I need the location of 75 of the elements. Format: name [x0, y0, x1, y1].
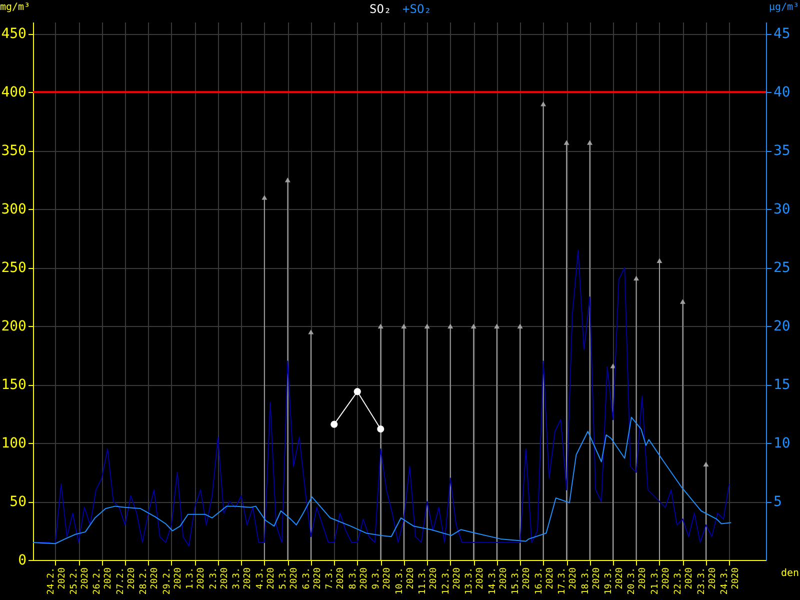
point	[703, 462, 709, 466]
point	[448, 324, 454, 328]
x-tick-label: 4.3. 2020	[255, 568, 276, 590]
x-tick-label: 24.2. 2020	[46, 568, 68, 595]
x-tick-label: 3.3. 2020	[232, 568, 254, 590]
y-tick-label: 400	[1, 84, 26, 101]
x-tick-label: 19.3. 2020	[604, 568, 626, 595]
point	[284, 178, 290, 182]
point	[634, 276, 639, 281]
x-tick-label: 29.2. 2020	[162, 568, 184, 595]
x-tick-label: 15.3. 2020	[511, 568, 532, 595]
point	[354, 388, 361, 396]
x-tick-label: 13.3. 2020	[464, 568, 486, 595]
y2-tick-label: 25	[774, 260, 790, 276]
x-tick-label: 12.3. 2020	[441, 568, 462, 595]
y-axis-title: mg/m³	[0, 2, 30, 13]
x-tick-label: 27.2. 2020	[116, 568, 137, 595]
x-tick-label: 1.3. 2020	[186, 568, 207, 590]
x-tick-label: 28.2. 2020	[139, 568, 160, 595]
x-tick-label: 22.3. 2020	[674, 568, 695, 595]
y-tick-label: 0	[18, 552, 26, 568]
x-tick-label: 6.3. 2020	[302, 568, 323, 590]
point	[330, 420, 338, 428]
x-tick-label: 17.3. 2020	[558, 568, 579, 595]
y-tick-label: 250	[1, 260, 26, 276]
y2-tick-label: 15	[774, 377, 790, 394]
line-series	[32, 416, 732, 544]
point	[424, 324, 430, 328]
point	[656, 258, 662, 263]
point	[680, 299, 686, 304]
y-tick-label: 100	[1, 436, 26, 452]
point	[494, 324, 500, 328]
x-tick-label: 16.3. 2020	[534, 568, 556, 595]
x-tick-label: 14.3. 2020	[488, 568, 509, 595]
point	[401, 324, 407, 328]
point	[377, 425, 384, 433]
point	[587, 140, 593, 145]
y2-tick-label: 35	[774, 143, 790, 160]
y-tick-label: 200	[1, 318, 26, 335]
point	[308, 330, 314, 334]
x-tick-label: 11.3. 2020	[418, 568, 440, 595]
x-tick-label: 9.3. 2020	[372, 568, 393, 590]
point	[517, 324, 523, 328]
point	[378, 324, 384, 328]
text: +SO₂	[402, 2, 432, 16]
x-tick-label: 24.3. 2020	[720, 568, 742, 595]
point	[262, 195, 268, 200]
y-tick-label: 300	[1, 202, 26, 218]
y2-tick-label: 20	[774, 318, 790, 335]
text: SO₂	[370, 2, 392, 16]
x-tick-label: 18.3. 2020	[580, 568, 602, 595]
x-tick-label: 20.3. 2020	[627, 568, 648, 595]
x-tick-label: 23.3. 2020	[696, 568, 718, 595]
y2-tick-label: 40	[774, 84, 790, 101]
y2-tick-label: 45	[774, 26, 790, 42]
x-tick-label: 10.3. 2020	[394, 568, 416, 595]
y-tick-label: 450	[1, 26, 26, 42]
x-tick-label: 5.3. 2020	[278, 568, 300, 590]
y2-tick-label: 30	[774, 202, 790, 218]
y-tick-label: 50	[10, 494, 26, 510]
point	[470, 324, 476, 328]
x-tick-label: 8.3. 2020	[348, 568, 370, 590]
x-axis-title: den	[780, 568, 800, 579]
point	[564, 140, 570, 145]
x-tick-label: 25.2. 2020	[70, 568, 91, 595]
x-tick-label: 21.3. 2020	[650, 568, 672, 595]
y2-tick-label: 10	[774, 436, 790, 452]
y2-axis-title: μg/m³	[768, 2, 800, 13]
line-series	[37, 250, 730, 546]
y-tick-label: 350	[1, 143, 26, 160]
x-tick-label: 2.3. 2020	[208, 568, 230, 590]
x-tick-label: 26.2. 2020	[92, 568, 114, 595]
y-tick-label: 150	[1, 377, 26, 394]
x-tick-label: 7.3. 2020	[325, 568, 346, 590]
y2-tick-label: 5	[774, 494, 782, 510]
